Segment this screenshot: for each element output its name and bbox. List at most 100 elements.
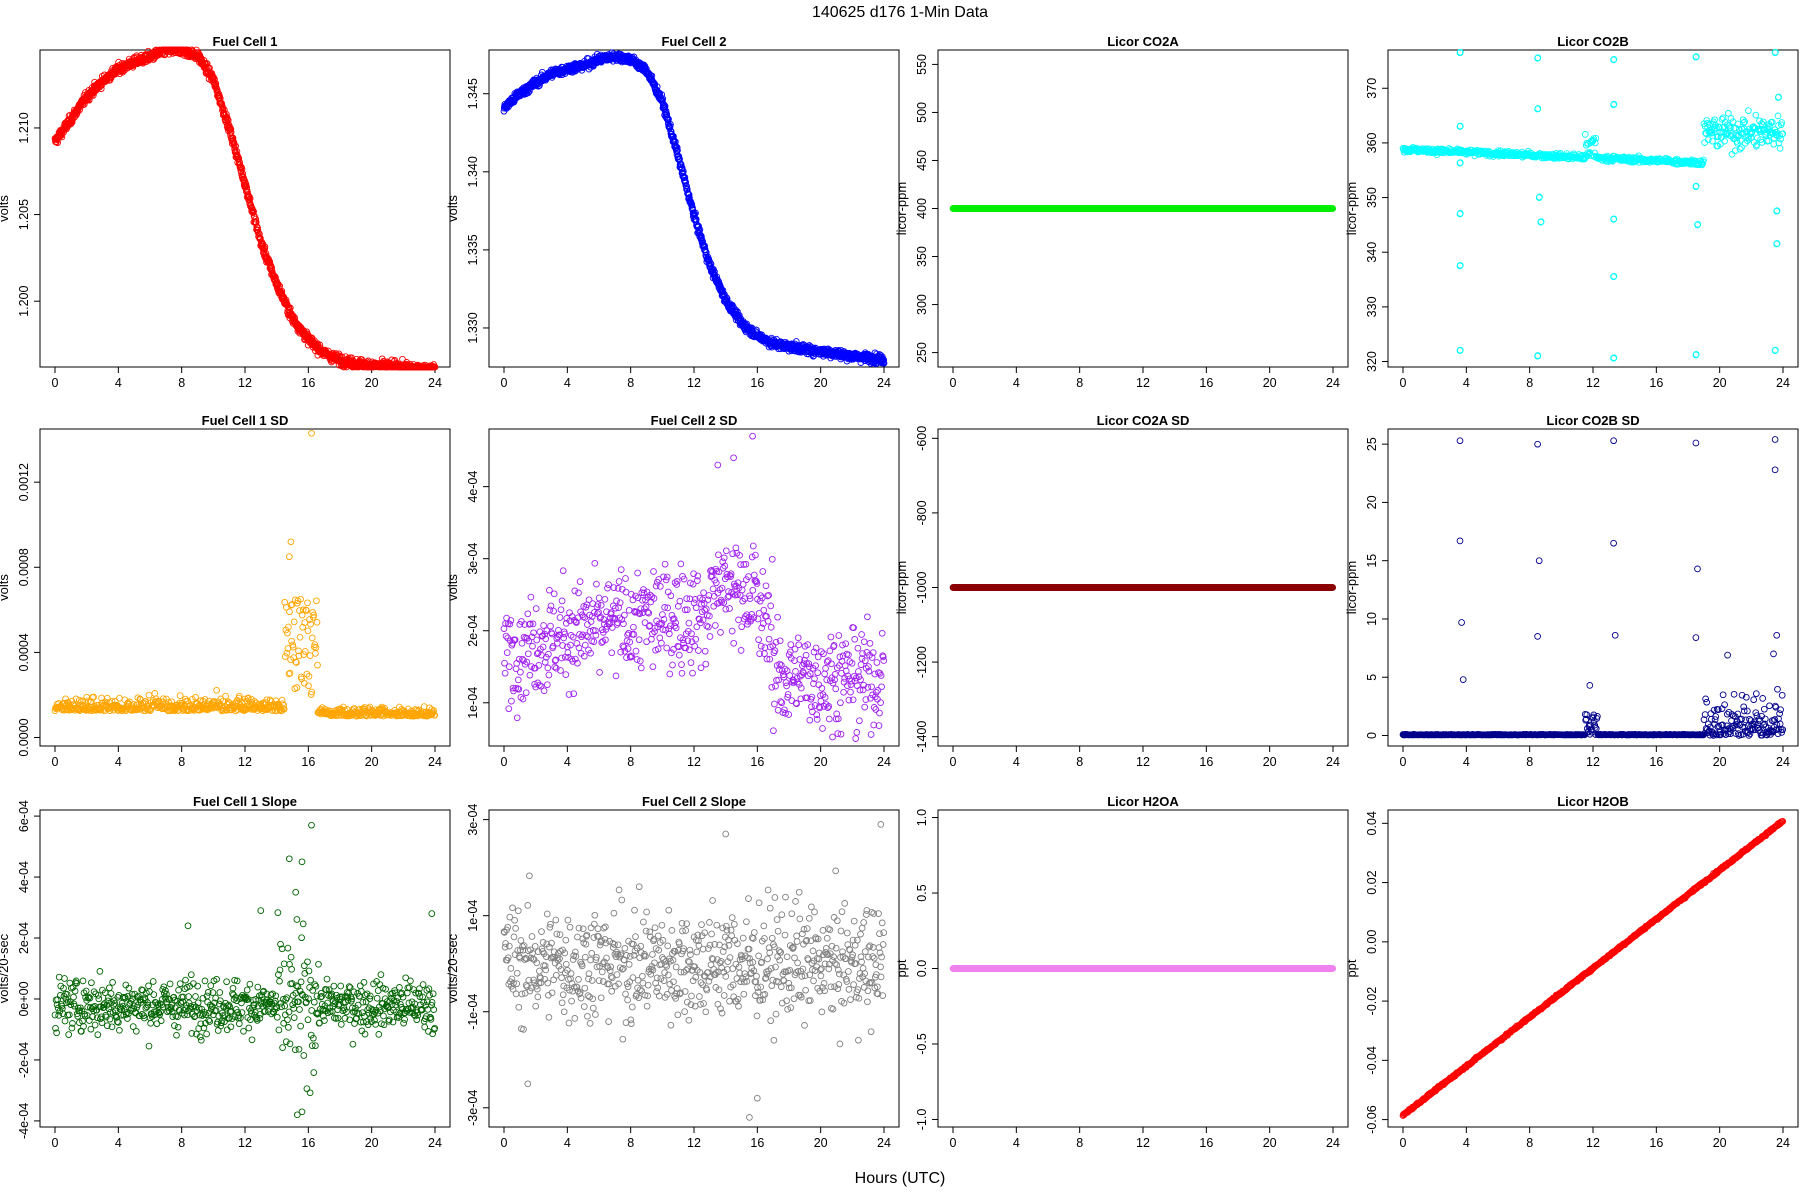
x-tick-label: 16 — [750, 376, 764, 390]
x-tick-label: 0 — [501, 376, 508, 390]
x-tick-label: 0 — [52, 376, 59, 390]
data-point — [1721, 137, 1728, 145]
y-tick-label: 340 — [1365, 242, 1379, 263]
y-axis-label: volts — [445, 195, 460, 222]
y-tick-label: 1.200 — [17, 285, 31, 316]
x-tick-label: 16 — [1199, 376, 1213, 390]
data-point — [145, 691, 153, 699]
x-tick-label: 20 — [365, 376, 379, 390]
x-tick-label: 12 — [1136, 376, 1150, 390]
x-tick-label: 0 — [950, 376, 957, 390]
panel-title: Fuel Cell 1 SD — [202, 413, 289, 428]
data-point — [1752, 111, 1760, 119]
figure-title: 140625 d176 1-Min Data — [811, 4, 989, 21]
data-point — [151, 690, 159, 697]
data-point — [296, 633, 304, 641]
y-tick-label: 250 — [915, 342, 929, 363]
x-tick-label: 24 — [428, 755, 442, 769]
x-tick-label: 4 — [115, 376, 122, 390]
x-tick-label: 4 — [1463, 376, 1470, 390]
panel-fc1: Fuel Cell 1 volts 0 4 8 12 16 20 24 1.200 1.205 1.2… — [0, 34, 451, 390]
data-point — [290, 618, 298, 626]
x-tick-label: 24 — [428, 376, 442, 390]
data-point — [1745, 107, 1752, 114]
y-axis-label: licor-ppm — [1344, 182, 1359, 235]
x-tick-label: 12 — [238, 755, 252, 769]
y-tick-label: 300 — [915, 294, 929, 315]
x-tick-label: 8 — [1076, 376, 1083, 390]
data-point — [268, 264, 276, 272]
y-tick-label: 350 — [1365, 187, 1379, 208]
data-point — [281, 653, 289, 660]
data-point — [275, 281, 282, 288]
data-point — [213, 686, 220, 694]
y-tick-label: 0.0004 — [17, 633, 31, 671]
y-tick-label: 350 — [915, 246, 929, 267]
x-tick-label: 4 — [1013, 376, 1020, 390]
x-tick-label: 24 — [877, 376, 891, 390]
data-point — [261, 243, 269, 251]
data-point — [1776, 145, 1784, 152]
y-tick-label: 1.205 — [17, 199, 31, 230]
y-tick-label: 550 — [915, 54, 929, 75]
data-point — [1774, 112, 1782, 120]
y-tick-label: 500 — [915, 102, 929, 123]
y-tick-label: 450 — [915, 150, 929, 171]
data-point — [69, 115, 77, 122]
data-point — [293, 684, 301, 691]
data-point — [261, 245, 269, 253]
data-points — [500, 49, 888, 368]
x-tick-label: 12 — [687, 376, 701, 390]
x-tick-label: 0 — [1400, 376, 1407, 390]
data-points — [949, 205, 1337, 212]
y-tick-label: 1.340 — [466, 156, 480, 187]
x-tick-label: 24 — [1776, 376, 1790, 390]
x-tick-label: 12 — [238, 376, 252, 390]
x-tick-label: 4 — [564, 376, 571, 390]
data-point — [254, 229, 262, 236]
data-point — [288, 637, 295, 645]
data-point — [97, 85, 105, 93]
y-tick-label: 330 — [1365, 296, 1379, 317]
data-point — [239, 173, 246, 180]
plot-frame — [39, 49, 451, 368]
y-tick-label: 1.210 — [17, 112, 31, 143]
data-point — [176, 692, 184, 699]
x-tick-label: 8 — [627, 376, 634, 390]
data-point — [304, 627, 312, 635]
x-tick-label: 20 — [1263, 376, 1277, 390]
x-tick-label: 8 — [178, 376, 185, 390]
x-tick-label: 20 — [814, 376, 828, 390]
y-axis-label: volts — [0, 195, 11, 222]
panel-title: Fuel Cell 1 — [212, 34, 277, 49]
y-tick-label: 370 — [1365, 78, 1379, 99]
y-axis-label: licor-ppm — [894, 182, 909, 235]
panel-title: Fuel Cell 2 — [661, 34, 726, 49]
data-point — [1728, 150, 1736, 158]
y-tick-label: 1.335 — [466, 234, 480, 265]
data-point — [89, 92, 97, 99]
data-point — [252, 215, 260, 223]
x-tick-label: 24 — [1326, 376, 1340, 390]
data-point — [256, 230, 263, 238]
data-points — [1399, 48, 1787, 362]
x-tick-label: 16 — [1649, 376, 1663, 390]
y-tick-label: 320 — [1365, 351, 1379, 372]
x-tick-label: 16 — [301, 376, 315, 390]
x-tick-label: 20 — [1713, 376, 1727, 390]
data-point — [246, 195, 254, 202]
data-point — [244, 188, 251, 196]
data-point — [305, 682, 312, 690]
data-point — [227, 125, 235, 133]
data-point — [243, 183, 251, 191]
y-tick-label: 360 — [1365, 132, 1379, 153]
x-tick-label: 4 — [115, 755, 122, 769]
plot-frame — [488, 49, 900, 368]
x-tick-label: 16 — [301, 755, 315, 769]
data-point — [300, 679, 308, 687]
x-tick-label: 20 — [365, 755, 379, 769]
